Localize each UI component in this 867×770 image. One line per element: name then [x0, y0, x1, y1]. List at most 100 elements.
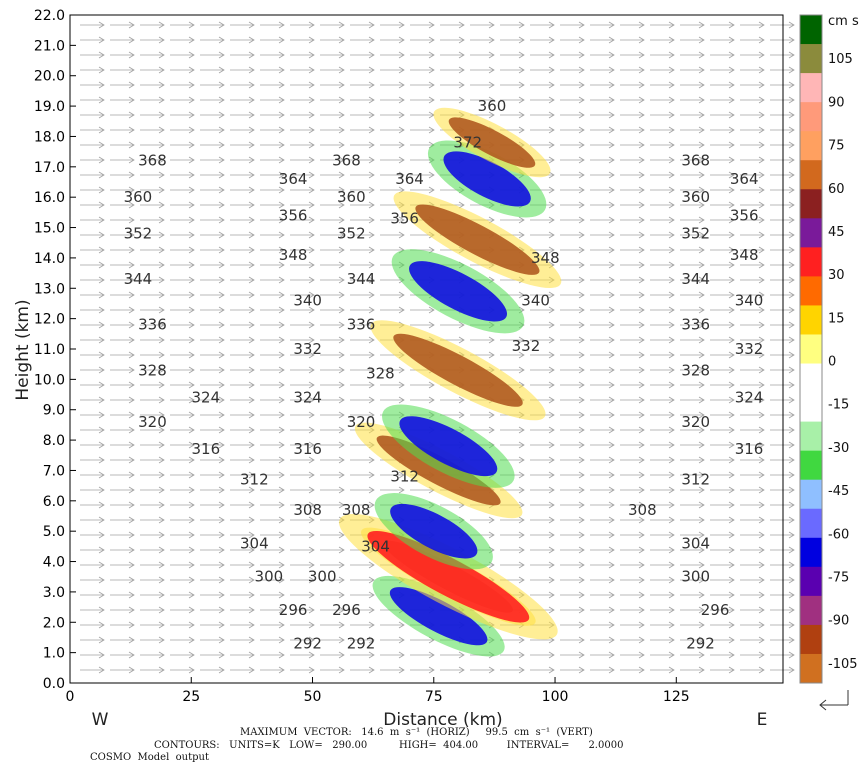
- x-tick-label: 125: [663, 689, 690, 705]
- wind-vector: [680, 531, 705, 539]
- wind-vector: [110, 381, 135, 389]
- wind-vector: [680, 261, 705, 269]
- wind-vector: [80, 426, 105, 434]
- wind-vector: [590, 306, 615, 314]
- wind-vector: [740, 96, 765, 104]
- wind-vector: [650, 186, 675, 194]
- wind-vector: [170, 156, 195, 164]
- wind-vector: [200, 426, 225, 434]
- wind-vector: [110, 426, 135, 434]
- colorbar-tick-label: 15: [828, 311, 845, 326]
- wind-vector: [770, 246, 795, 254]
- wind-vector: [320, 231, 345, 239]
- wind-vector: [380, 471, 405, 479]
- wind-vector: [500, 636, 525, 644]
- wind-vector: [710, 606, 735, 614]
- contour-label: 320: [347, 413, 376, 431]
- wind-vector: [560, 366, 585, 374]
- contour-label: 348: [279, 246, 308, 264]
- wind-vector: [680, 651, 705, 659]
- wind-vector: [590, 336, 615, 344]
- wind-vector: [110, 111, 135, 119]
- wind-vector: [590, 381, 615, 389]
- contour-label: 312: [240, 471, 269, 489]
- wind-vector: [260, 411, 285, 419]
- wind-vector: [230, 246, 255, 254]
- wind-vector: [170, 51, 195, 59]
- wind-vector: [560, 351, 585, 359]
- wind-vector: [620, 126, 645, 134]
- wind-vector: [560, 486, 585, 494]
- wind-vector: [200, 216, 225, 224]
- wind-vector: [140, 411, 165, 419]
- wind-vector: [770, 111, 795, 119]
- wind-vector: [590, 246, 615, 254]
- wind-vector: [770, 426, 795, 434]
- contour-label: 292: [347, 635, 376, 653]
- wind-vector: [770, 321, 795, 329]
- wind-vector: [530, 651, 555, 659]
- wind-vector: [770, 411, 795, 419]
- wind-vector: [620, 171, 645, 179]
- wind-vector: [650, 381, 675, 389]
- wind-vector: [350, 246, 375, 254]
- wind-vector: [350, 576, 375, 584]
- wind-vector: [230, 591, 255, 599]
- wind-vector: [290, 516, 315, 524]
- wind-vector: [710, 591, 735, 599]
- wind-vector: [140, 291, 165, 299]
- wind-vector: [620, 261, 645, 269]
- wind-vector: [350, 591, 375, 599]
- wind-vector: [200, 666, 225, 674]
- wind-vector: [260, 516, 285, 524]
- wind-vector: [140, 471, 165, 479]
- wind-vector: [170, 576, 195, 584]
- wind-vector: [290, 306, 315, 314]
- wind-vector: [230, 366, 255, 374]
- colorbar-swatch: [800, 218, 822, 248]
- wind-vector: [500, 561, 525, 569]
- wind-vector: [710, 546, 735, 554]
- wind-vector: [560, 576, 585, 584]
- wind-vector: [500, 111, 525, 119]
- contour-label: 336: [347, 316, 376, 334]
- wind-vector: [320, 666, 345, 674]
- wind-vector: [80, 321, 105, 329]
- wind-vector: [320, 51, 345, 59]
- wind-vector: [680, 591, 705, 599]
- wind-vector: [290, 171, 315, 179]
- wind-vector: [380, 291, 405, 299]
- wind-vector: [110, 561, 135, 569]
- wind-vector: [200, 141, 225, 149]
- wind-vector: [650, 111, 675, 119]
- wind-vector: [590, 411, 615, 419]
- wind-vector: [320, 591, 345, 599]
- wind-vector: [110, 351, 135, 359]
- wind-vector: [650, 156, 675, 164]
- wind-vector: [170, 501, 195, 509]
- wind-vector: [680, 351, 705, 359]
- wind-vector: [620, 36, 645, 44]
- wind-vector: [350, 171, 375, 179]
- wind-vector: [710, 456, 735, 464]
- wind-vector: [320, 501, 345, 509]
- wind-vector: [230, 381, 255, 389]
- wind-vector: [110, 186, 135, 194]
- wind-vector: [770, 621, 795, 629]
- wind-vector: [680, 186, 705, 194]
- wind-vector: [680, 171, 705, 179]
- wind-vector: [110, 531, 135, 539]
- contour-label: 328: [366, 364, 395, 382]
- shading-cell: [443, 151, 531, 207]
- wind-vector: [650, 591, 675, 599]
- wind-vector: [200, 306, 225, 314]
- wind-vector: [350, 396, 375, 404]
- y-tick-label: 6.0: [43, 494, 65, 510]
- wind-vector: [170, 96, 195, 104]
- wind-vector: [710, 96, 735, 104]
- wind-vector: [590, 21, 615, 29]
- wind-vector: [110, 36, 135, 44]
- wind-vector: [260, 606, 285, 614]
- wind-vector: [80, 516, 105, 524]
- wind-vector: [170, 111, 195, 119]
